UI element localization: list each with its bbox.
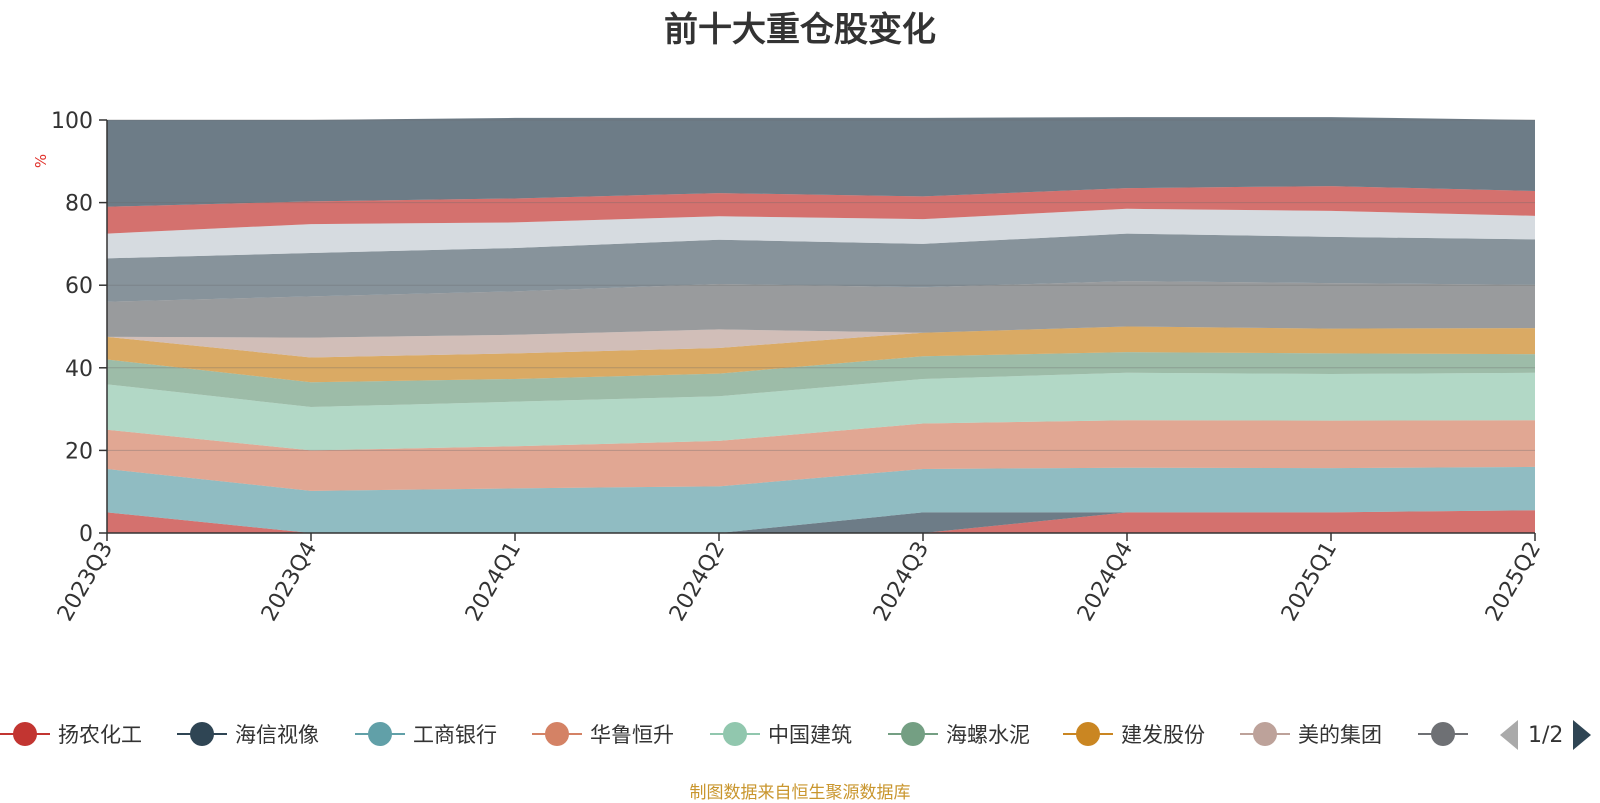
area-series-5	[107, 352, 1535, 408]
legend-marker-icon	[177, 720, 227, 748]
legend-item[interactable]: 海螺水泥	[888, 712, 1030, 756]
y-tick-label: 100	[51, 109, 93, 134]
legend-marker-icon	[0, 720, 50, 748]
area-series-0	[107, 510, 1535, 533]
area-series-12	[107, 117, 1535, 207]
area-series-4	[107, 372, 1535, 451]
legend-item[interactable]: 美的集团	[1240, 712, 1382, 756]
legend-label: 扬农化工	[58, 723, 142, 747]
x-tick-label: 2024Q2	[665, 538, 730, 626]
y-tick-label: 40	[65, 357, 93, 382]
legend-item[interactable]: 华鲁恒升	[532, 712, 674, 756]
area-series-10	[107, 208, 1535, 259]
x-tick-label: 2024Q4	[1073, 538, 1138, 626]
y-tick-label: 20	[65, 439, 93, 464]
area-series-6	[107, 326, 1535, 383]
legend-marker-icon	[710, 720, 760, 748]
legend-marker-icon	[355, 720, 405, 748]
legend-label: 中国建筑	[768, 723, 852, 747]
legend-item[interactable]: 工商银行	[355, 712, 497, 756]
x-tick-label: 2024Q3	[869, 538, 934, 626]
area-series-1	[107, 510, 1535, 533]
legend-label: 建发股份	[1121, 723, 1205, 747]
area-series-9	[107, 233, 1535, 302]
x-tick-label: 2024Q1	[461, 538, 526, 626]
legend-label: 工商银行	[413, 723, 497, 747]
legend-item[interactable]: 扬农化工	[0, 712, 142, 756]
legend-pager: 1/2	[1500, 718, 1592, 752]
legend-page-indicator: 1/2	[1528, 722, 1564, 748]
legend-label: 海信视像	[235, 723, 319, 747]
x-tick-label: 2023Q4	[257, 538, 322, 626]
area-series-7	[107, 326, 1535, 358]
legend-next-arrow-icon[interactable]	[1573, 720, 1592, 750]
legend-prev-arrow-icon[interactable]	[1500, 720, 1518, 750]
legend-marker-icon	[1240, 720, 1290, 748]
legend-marker-icon	[532, 720, 582, 748]
x-tick-label: 2025Q1	[1277, 538, 1342, 626]
x-tick-label: 2025Q2	[1481, 538, 1546, 626]
stacked-area-chart: 0 20 40 60 80 100 2023Q3 2023Q4 2024Q1 2024Q2 2024…	[51, 109, 1546, 626]
y-tick-label: 0	[79, 522, 93, 547]
area-series-3	[107, 420, 1535, 491]
data-source-note: 制图数据来自恒生聚源数据库	[689, 783, 911, 803]
legend-label: 华鲁恒升	[590, 723, 674, 747]
area-series-8	[107, 281, 1535, 338]
y-tick-label: 80	[65, 192, 93, 217]
area-series-11	[107, 186, 1535, 234]
chart-title: 前十大重仓股变化	[664, 10, 936, 50]
y-tick-label: 60	[65, 274, 93, 299]
legend: 扬农化工 海信视像 工商银行 华鲁恒升 中国建筑 海螺水泥 建发股份 美的集团	[0, 712, 1480, 756]
legend-item[interactable]: 中国建筑	[710, 712, 852, 756]
x-tick-label: 2023Q3	[53, 538, 118, 626]
legend-marker-icon	[1063, 720, 1113, 748]
legend-label: 美的集团	[1298, 723, 1382, 747]
legend-item[interactable]: 建发股份	[1063, 712, 1205, 756]
legend-marker-icon	[1418, 720, 1468, 748]
legend-item[interactable]	[1418, 712, 1476, 756]
legend-marker-icon	[888, 720, 938, 748]
legend-label: 海螺水泥	[946, 723, 1030, 747]
area-series-2	[107, 466, 1535, 533]
legend-item[interactable]: 海信视像	[177, 712, 319, 756]
